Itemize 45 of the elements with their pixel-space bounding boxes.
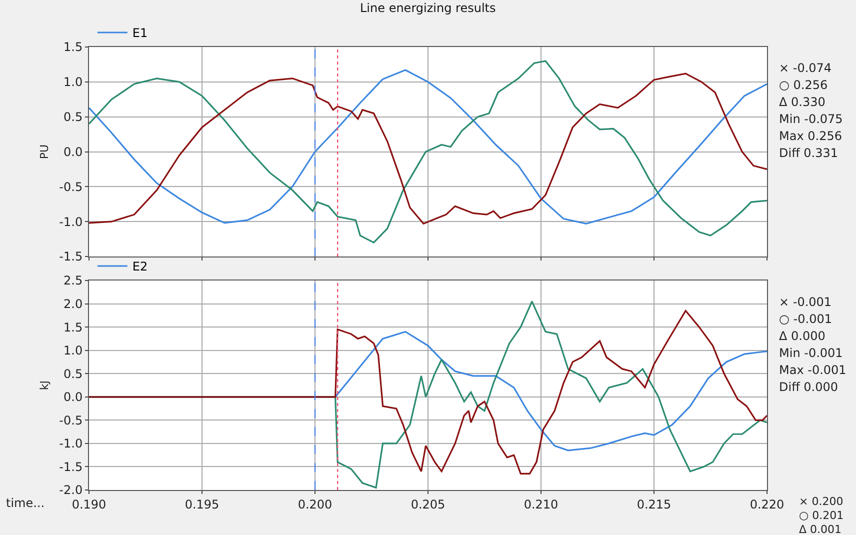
y-tick-label: -1.5	[59, 460, 83, 474]
text: Diff 0.000	[779, 380, 838, 394]
y-tick-label: 1.0	[64, 344, 83, 358]
y-tick-label: 2.5	[64, 274, 83, 288]
chart-title: Line energizing results	[360, 1, 496, 15]
text: Diff 0.331	[779, 146, 838, 160]
y-tick-label: -1.0	[59, 436, 83, 451]
x-tick-label: 0.190	[72, 497, 106, 512]
x-tick-label: 0.205	[410, 497, 446, 512]
y-tick-label: 1.0	[64, 75, 83, 90]
text: ○ 0.256	[779, 78, 828, 92]
x-tick-label: 0.210	[524, 497, 558, 512]
text: ○ 0.201	[799, 509, 844, 522]
y-tick-label: 1.5	[64, 320, 83, 334]
y-axis-title: kJ	[38, 380, 51, 390]
x-tick-label: 0.195	[184, 497, 220, 512]
y-axis-title: PU	[38, 144, 51, 160]
y-tick-label: 0.5	[64, 366, 83, 381]
text: Δ 0.000	[779, 329, 826, 343]
legend-label: E1	[132, 26, 148, 40]
x-axis-title: time...	[6, 496, 45, 510]
text: × -0.074	[779, 61, 832, 75]
text: Max 0.256	[779, 129, 842, 143]
text: ○ -0.001	[779, 312, 832, 326]
text: Δ 0.001	[799, 523, 842, 535]
y-tick-label: 0.5	[64, 110, 83, 124]
y-tick-label: -0.5	[59, 413, 83, 428]
y-tick-label: 1.5	[64, 40, 83, 54]
y-tick-label: -1.5	[59, 250, 83, 264]
y-tick-label: 0.0	[64, 390, 83, 404]
x-tick-label: 0.220	[750, 497, 784, 512]
text: Δ 0.330	[779, 95, 826, 109]
x-tick-label: 0.200	[298, 497, 332, 512]
x-tick-label: 0.215	[636, 497, 672, 512]
y-tick-label: -0.5	[59, 180, 83, 194]
y-tick-label: -2.0	[59, 483, 83, 498]
y-tick-label: 2.0	[64, 296, 83, 311]
text: × 0.200	[799, 495, 844, 508]
y-tick-label: 0.0	[64, 144, 83, 159]
legend-label: E2	[132, 260, 148, 274]
text: Max -0.001	[779, 363, 846, 377]
text: Min -0.075	[779, 112, 843, 126]
text: × -0.001	[779, 295, 832, 309]
text: Min -0.001	[779, 346, 843, 360]
y-tick-label: -1.0	[59, 214, 83, 229]
